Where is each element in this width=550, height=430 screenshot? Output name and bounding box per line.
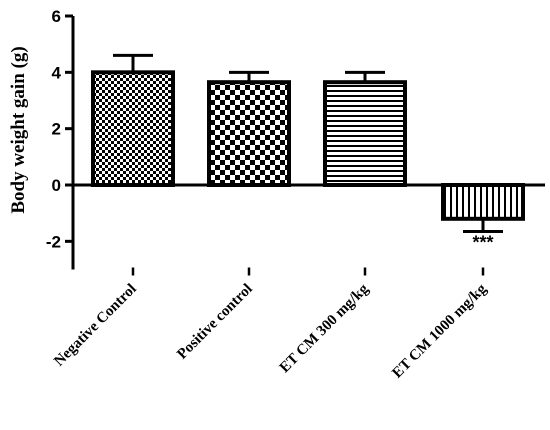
y-tick-label: 4 (52, 63, 62, 82)
category-labels: Negative Control Positive control ET CM 30… (51, 281, 490, 382)
bars (91, 70, 525, 221)
y-tick-label: 2 (52, 120, 61, 139)
annotations: *** (472, 232, 493, 252)
category-label: ET CM 1000 mg/kg (389, 281, 490, 382)
y-tick-label: 6 (52, 7, 61, 26)
y-axis-title: Body weight gain (g) (8, 46, 29, 213)
bar (207, 80, 291, 187)
error-bars (113, 53, 503, 233)
category-label: ET CM 300 mg/kg (277, 281, 372, 376)
category-label: Positive control (174, 281, 256, 363)
y-tick-label: 0 (52, 176, 61, 195)
bar (91, 70, 175, 187)
y-axis: -2 0 2 4 6 (46, 7, 75, 270)
y-tick-label: -2 (46, 232, 61, 251)
bar (323, 80, 407, 187)
category-label: Negative Control (51, 281, 140, 370)
significance-label: *** (472, 232, 493, 252)
bar (441, 183, 525, 221)
